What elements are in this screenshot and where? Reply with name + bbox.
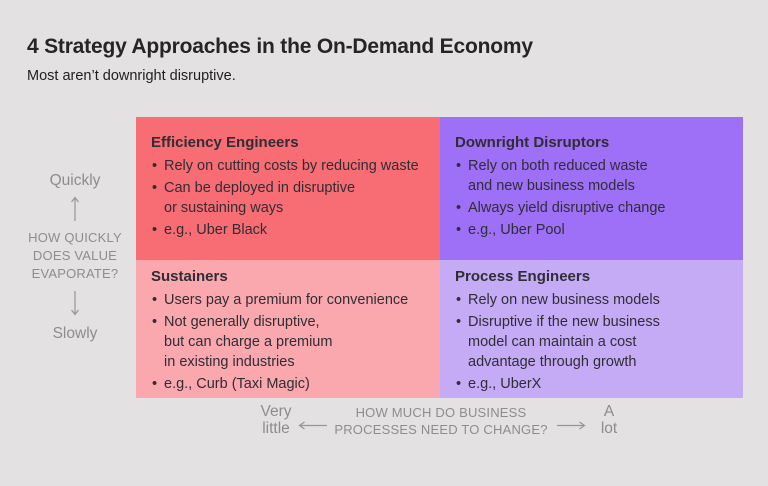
quadrant-process-engineers: Process Engineers Rely on new business m…: [440, 260, 743, 398]
bullet-item: Rely on new business models: [455, 290, 731, 310]
x-axis-right-label: A lot: [600, 403, 618, 437]
page-subtitle: Most aren’t downright disruptive.: [27, 68, 236, 84]
y-axis: Quickly HOW QUICKLY DOES VALUE EVAPORATE…: [14, 172, 136, 342]
page-title: 4 Strategy Approaches in the On-Demand E…: [27, 35, 533, 58]
y-axis-top-label: Quickly: [49, 172, 101, 189]
bullet-item: Rely on both reduced waste and new busin…: [455, 156, 731, 196]
y-axis-question: HOW QUICKLY DOES VALUE EVAPORATE?: [28, 229, 122, 281]
quadrant-title: Downright Disruptors: [455, 134, 610, 151]
quadrant-downright-disruptors: Downright Disruptors Rely on both reduce…: [440, 117, 743, 260]
bullet-item: Can be deployed in disruptive or sustain…: [151, 178, 428, 218]
bullet-item: e.g., Uber Pool: [455, 220, 731, 240]
bullet-item: Disruptive if the new business model can…: [455, 312, 731, 372]
y-axis-bottom-label: Slowly: [52, 324, 98, 342]
bullet-item: Always yield disruptive change: [455, 198, 731, 218]
quadrant-matrix: Efficiency Engineers Rely on cutting cos…: [136, 117, 743, 398]
x-axis-left-label: Very little: [260, 403, 292, 437]
quadrant-sustainers: Sustainers Users pay a premium for conve…: [136, 260, 440, 398]
bullet-item: e.g., Uber Black: [151, 220, 428, 240]
bullet-item: Not generally disruptive, but can charge…: [151, 312, 428, 372]
quadrant-bullet-list: Rely on new business models Disruptive i…: [455, 290, 731, 394]
quadrant-efficiency-engineers: Efficiency Engineers Rely on cutting cos…: [136, 117, 440, 260]
bullet-item: Users pay a premium for convenience: [151, 290, 428, 310]
quadrant-title: Process Engineers: [455, 268, 591, 285]
quadrant-title: Efficiency Engineers: [151, 134, 299, 151]
header: 4 Strategy Approaches in the On-Demand E…: [27, 34, 533, 85]
x-axis-question: HOW MUCH DO BUSINESS PROCESSES NEED TO C…: [334, 405, 548, 437]
bullet-item: Rely on cutting costs by reducing waste: [151, 156, 428, 176]
bullet-item: e.g., UberX: [455, 374, 731, 394]
quadrant-title: Sustainers: [151, 268, 228, 285]
quadrant-bullet-list: Rely on both reduced waste and new busin…: [455, 156, 731, 240]
arrow-down-icon: [71, 290, 79, 315]
arrow-left-icon: [298, 421, 327, 430]
arrow-up-icon: [71, 196, 79, 221]
x-axis: Very little HOW MUCH DO BUSINESS PROCESS…: [0, 402, 768, 446]
quadrant-bullet-list: Rely on cutting costs by reducing waste …: [151, 156, 428, 240]
quadrant-bullet-list: Users pay a premium for convenience Not …: [151, 290, 428, 394]
arrow-right-icon: [557, 421, 586, 430]
bullet-item: e.g., Curb (Taxi Magic): [151, 374, 428, 394]
